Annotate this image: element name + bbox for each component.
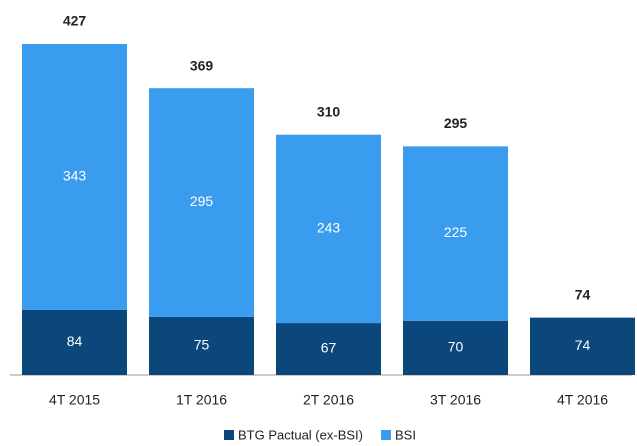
total-label: 74 [575,286,591,302]
total-label: 427 [63,13,87,29]
x-tick-label: 4T 2015 [49,392,100,408]
bar-segment [403,146,508,321]
x-tick-label: 2T 2016 [303,392,354,408]
segment-label: 225 [444,224,468,240]
bar-segment [276,323,381,375]
total-label: 295 [444,115,468,131]
bar-segment [403,320,508,375]
legend-swatch [224,430,234,440]
segment-label: 84 [67,333,83,349]
bar-segment [149,316,254,375]
total-label: 369 [190,58,214,74]
legend-label: BTG Pactual (ex-BSI) [238,427,363,442]
legend-swatch [381,430,391,440]
bar-segment [149,88,254,317]
segment-label: 67 [321,340,337,356]
segment-label: 74 [575,337,591,353]
total-label: 310 [317,103,341,119]
segment-label: 70 [448,339,464,355]
bar-segment [276,134,381,324]
legend-label: BSI [395,427,416,442]
x-tick-label: 1T 2016 [176,392,227,408]
bar-segment [530,317,635,375]
segment-label: 243 [317,220,341,236]
x-tick-label: 3T 2016 [430,392,481,408]
bar-segment [22,44,127,310]
x-tick-label: 4T 2016 [557,392,608,408]
segment-label: 295 [190,193,214,209]
segment-label: 343 [63,168,87,184]
bar-segment [22,309,127,375]
segment-label: 75 [194,337,210,353]
segment-label: - [580,300,585,316]
